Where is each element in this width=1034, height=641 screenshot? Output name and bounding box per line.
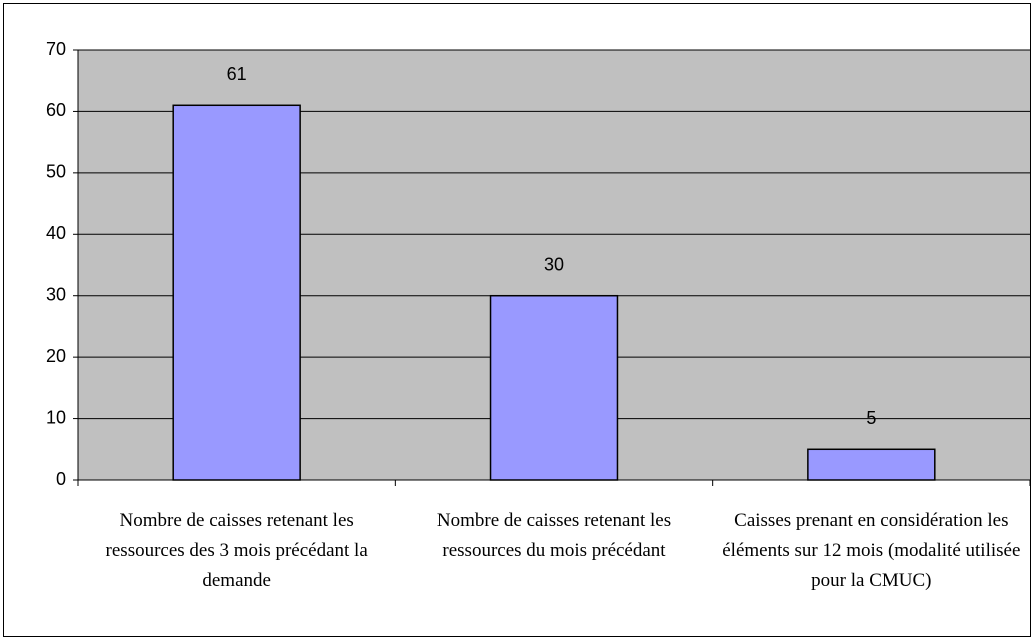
y-tick-label: 70: [46, 39, 66, 59]
bar: [489, 294, 619, 481]
x-tick-label: Caisses prenant en considération les élé…: [722, 510, 1021, 591]
y-tick-label: 50: [46, 162, 66, 182]
x-tick-label: Nombre de caisses retenant les ressource…: [105, 510, 368, 591]
value-label: 5: [866, 408, 876, 428]
x-tick-label: Nombre de caisses retenant les ressource…: [436, 510, 672, 561]
bar: [172, 104, 301, 481]
y-tick-label: 10: [46, 407, 66, 427]
y-tick-label: 40: [46, 223, 66, 243]
y-tick-label: 0: [56, 469, 66, 489]
value-label: 30: [544, 254, 564, 274]
value-label: 61: [227, 64, 247, 84]
y-tick-label: 30: [46, 284, 66, 304]
y-tick-label: 60: [46, 100, 66, 120]
y-tick-label: 20: [46, 346, 66, 366]
bar: [807, 448, 936, 481]
